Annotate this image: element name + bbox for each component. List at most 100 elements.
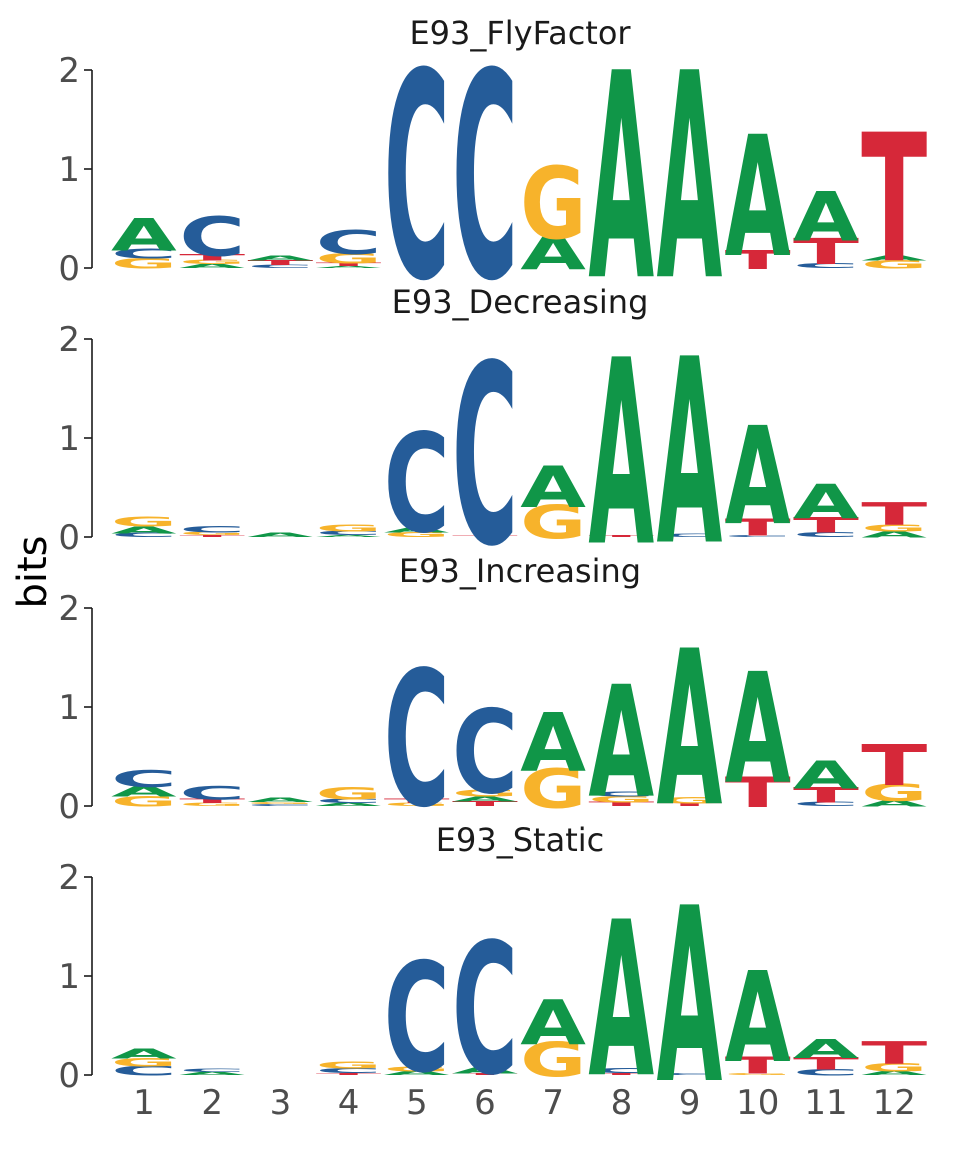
logo-letter-C: C — [316, 798, 382, 805]
logo-letter-G: G — [520, 1033, 586, 1088]
logo-letter-A: A — [247, 797, 313, 804]
logo-letter-G: G — [179, 531, 245, 536]
y-tick-label: 1 — [58, 957, 80, 997]
logo-letter-C: C — [247, 803, 313, 806]
logo-letter-A: A — [657, 857, 723, 1138]
logo-letter-C: C — [657, 533, 723, 538]
logo-letter-A: A — [861, 1070, 927, 1077]
logo-letter-A: A — [520, 226, 586, 281]
logo-letter-A: A — [452, 795, 518, 803]
logo-letter-C: C — [179, 782, 245, 804]
logo-letter-A: A — [247, 532, 313, 539]
logo-letter-T: T — [179, 534, 245, 537]
y-tick-label: 0 — [58, 787, 80, 827]
logo-letter-T: T — [452, 534, 518, 537]
logo-letter-T: T — [861, 733, 927, 798]
x-tick-label: 5 — [406, 1083, 428, 1123]
logo-letter-C: C — [111, 1063, 177, 1078]
logo-letter-C: C — [452, 13, 518, 344]
x-tick-label: 12 — [873, 1083, 916, 1123]
logo-letter-T: T — [793, 1054, 859, 1074]
logo-letter-G: G — [111, 255, 177, 272]
logo-letter-A: A — [179, 1071, 245, 1076]
logo-letter-T: T — [793, 231, 859, 273]
logo-letter-A: A — [861, 529, 927, 539]
logo-letter-G: G — [247, 801, 313, 804]
x-tick-label: 3 — [270, 1083, 292, 1123]
logo-letter-C: C — [247, 264, 313, 269]
logo-letter-T: T — [861, 496, 927, 533]
logo-letter-C: C — [111, 532, 177, 539]
logo-letter-G: G — [384, 1065, 450, 1073]
logo-letter-G: G — [316, 1059, 382, 1071]
y-tick-label: 0 — [58, 249, 80, 289]
y-tick-label: 2 — [58, 858, 80, 898]
logo-letter-A: A — [520, 696, 586, 790]
logo-letter-A: A — [725, 641, 791, 818]
logo-letter-T: T — [725, 1053, 791, 1080]
logo-letter-C: C — [452, 905, 518, 1115]
logo-letter-C: C — [793, 262, 859, 270]
logo-letter-C: C — [384, 633, 450, 850]
logo-letter-T: T — [657, 802, 723, 807]
logo-letter-G: G — [111, 515, 177, 530]
logo-letter-C: C — [452, 687, 518, 820]
x-tick-label: 1 — [133, 1083, 155, 1123]
x-tick-label: 10 — [736, 1083, 779, 1123]
logo-letter-A: A — [588, 655, 654, 833]
logo-letter-G: G — [520, 758, 586, 821]
logo-letter-T: T — [725, 245, 791, 275]
y-tick-label: 0 — [58, 1056, 80, 1096]
logo-letter-A: A — [316, 265, 382, 268]
logo-letter-C: C — [316, 224, 382, 263]
logo-letter-A: A — [793, 179, 859, 257]
logo-letter-C: C — [111, 766, 177, 793]
logo-letter-G: G — [384, 531, 450, 539]
logo-letter-A: A — [725, 946, 791, 1092]
logo-letter-G: G — [861, 522, 927, 534]
logo-letter-G: G — [111, 793, 177, 810]
logo-letter-T: T — [725, 769, 791, 817]
logo-letter-G: G — [861, 1061, 927, 1074]
logo-letter-T: T — [384, 798, 450, 805]
logo-letter-T: T — [316, 1072, 382, 1075]
panel-title: E93_Static — [436, 821, 604, 859]
y-tick-label: 2 — [58, 51, 80, 91]
logo-letter-C: C — [179, 1068, 245, 1073]
logo-letter-C: C — [793, 1067, 859, 1077]
logo-letter-A: A — [452, 1065, 518, 1075]
logo-letter-G: G — [520, 496, 586, 550]
logo-letter-A: A — [588, 306, 654, 603]
logo-letter-G: G — [384, 802, 450, 807]
logo-letter-A: A — [520, 987, 586, 1059]
y-tick-label: 1 — [58, 150, 80, 190]
logo-letter-T: T — [725, 515, 791, 542]
logo-letter-C: C — [179, 524, 245, 534]
y-tick-label: 0 — [58, 518, 80, 558]
logo-letter-A: A — [111, 524, 177, 536]
logo-letter-G: G — [316, 522, 382, 534]
logo-letter-T: T — [861, 97, 927, 302]
logo-letter-G: G — [111, 1056, 177, 1069]
logo-letter-A: A — [657, 605, 723, 853]
logo-letter-C: C — [316, 530, 382, 537]
y-tick-label: 2 — [58, 589, 80, 629]
logo-letter-C: C — [384, 13, 450, 344]
x-tick-label: 11 — [804, 1083, 847, 1123]
logo-letter-T: T — [179, 798, 245, 805]
logo-letter-T: T — [588, 1072, 654, 1075]
x-tick-label: 2 — [201, 1083, 223, 1123]
logo-letter-C: C — [657, 1072, 723, 1075]
logo-letter-C: C — [384, 406, 450, 564]
logo-letter-G: G — [588, 794, 654, 804]
logo-letter-C: C — [725, 534, 791, 537]
logo-letter-C: C — [793, 801, 859, 808]
logo-letter-T: T — [793, 513, 860, 538]
logo-letter-A: A — [725, 100, 791, 294]
logo-letter-A: A — [793, 475, 859, 530]
logo-letter-A: A — [247, 254, 313, 262]
